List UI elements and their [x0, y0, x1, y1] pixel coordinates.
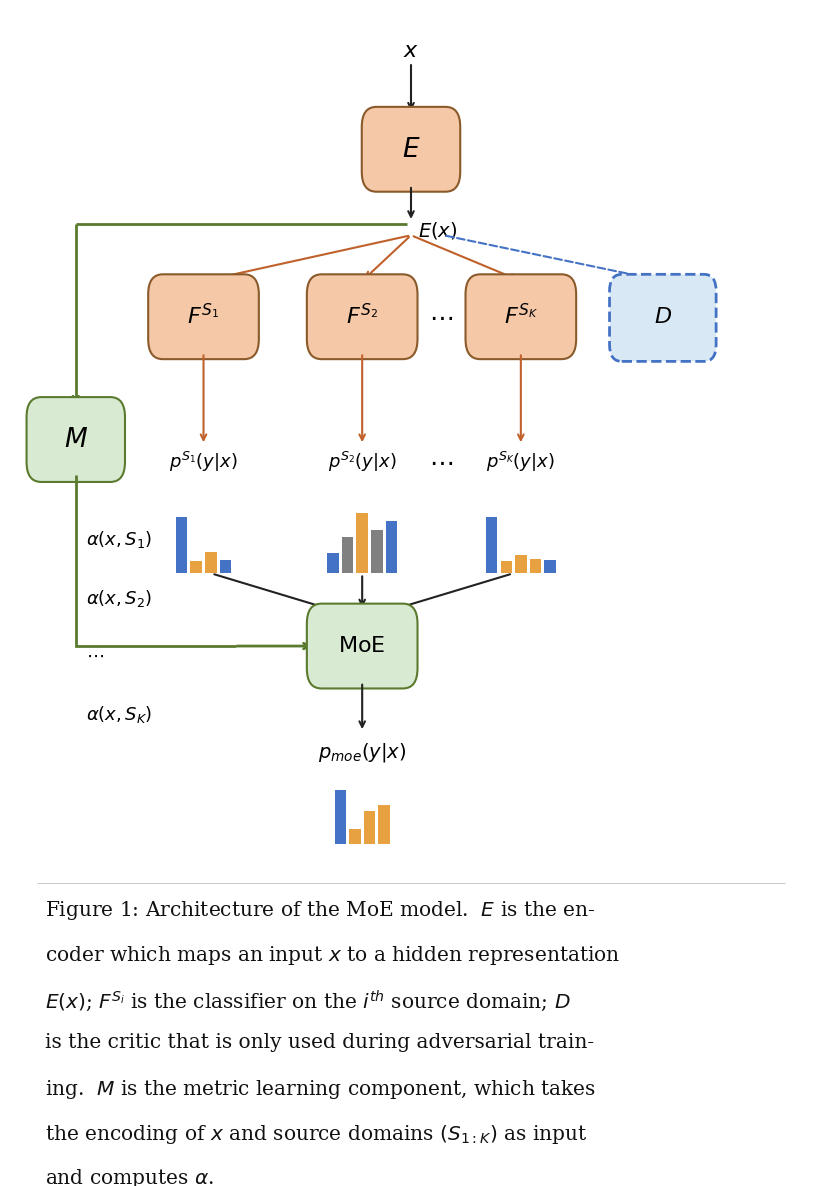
Text: $F^{S_1}$: $F^{S_1}$: [187, 304, 219, 330]
Text: the encoding of $x$ and source domains $(S_{1:K})$ as input: the encoding of $x$ and source domains $…: [45, 1123, 587, 1146]
FancyBboxPatch shape: [610, 274, 716, 362]
Text: $\mathrm{MoE}$: $\mathrm{MoE}$: [339, 635, 386, 657]
FancyBboxPatch shape: [362, 107, 460, 192]
Text: $\cdots$: $\cdots$: [429, 305, 454, 329]
Bar: [219, 560, 231, 574]
Text: $p_{moe}(y|x)$: $p_{moe}(y|x)$: [318, 740, 406, 764]
Text: Figure 1: Architecture of the MoE model.  $E$ is the en-: Figure 1: Architecture of the MoE model.…: [45, 899, 595, 923]
Text: $\cdots$: $\cdots$: [429, 449, 454, 474]
Text: $\alpha(x, S_K)$: $\alpha(x, S_K)$: [85, 703, 152, 725]
FancyBboxPatch shape: [465, 274, 576, 359]
Text: $\alpha(x, S_1)$: $\alpha(x, S_1)$: [85, 529, 152, 550]
Text: $\cdots$: $\cdots$: [85, 648, 104, 665]
Text: coder which maps an input $x$ to a hidden representation: coder which maps an input $x$ to a hidde…: [45, 944, 620, 967]
Text: $F^{S_2}$: $F^{S_2}$: [346, 304, 378, 330]
Text: $p^{S_K}(y|x)$: $p^{S_K}(y|x)$: [487, 449, 555, 474]
Bar: [206, 551, 216, 574]
FancyBboxPatch shape: [307, 604, 418, 688]
Bar: [386, 521, 397, 574]
Bar: [371, 530, 382, 574]
FancyBboxPatch shape: [148, 274, 259, 359]
Text: $M$: $M$: [64, 427, 88, 452]
FancyBboxPatch shape: [26, 397, 125, 482]
Bar: [335, 790, 346, 843]
Bar: [349, 829, 361, 843]
Bar: [515, 555, 527, 574]
Text: $p^{S_1}(y|x)$: $p^{S_1}(y|x)$: [169, 449, 238, 474]
Bar: [501, 561, 512, 574]
FancyBboxPatch shape: [307, 274, 418, 359]
Text: $D$: $D$: [654, 306, 672, 327]
Bar: [327, 554, 339, 574]
Bar: [357, 514, 368, 574]
Text: $E$: $E$: [402, 136, 420, 161]
Text: is the critic that is only used during adversarial train-: is the critic that is only used during a…: [45, 1033, 594, 1052]
Bar: [364, 811, 375, 843]
Bar: [530, 559, 541, 574]
Bar: [176, 517, 187, 574]
Text: ing.  $M$ is the metric learning component, which takes: ing. $M$ is the metric learning componen…: [45, 1078, 596, 1101]
Text: $F^{S_K}$: $F^{S_K}$: [504, 304, 538, 330]
Bar: [342, 536, 353, 574]
Bar: [544, 560, 556, 574]
Text: $p^{S_2}(y|x)$: $p^{S_2}(y|x)$: [328, 449, 396, 474]
Text: $E(x)$; $F^{S_i}$ is the classifier on the $i^{th}$ source domain; $D$: $E(x)$; $F^{S_i}$ is the classifier on t…: [45, 989, 570, 1014]
Text: $\alpha(x, S_2)$: $\alpha(x, S_2)$: [85, 587, 152, 608]
Bar: [486, 517, 497, 574]
Text: $E(x)$: $E(x)$: [418, 221, 457, 241]
Text: and computes $\alpha$.: and computes $\alpha$.: [45, 1167, 214, 1186]
Bar: [378, 805, 390, 843]
Bar: [191, 561, 202, 574]
Text: $x$: $x$: [403, 40, 419, 62]
